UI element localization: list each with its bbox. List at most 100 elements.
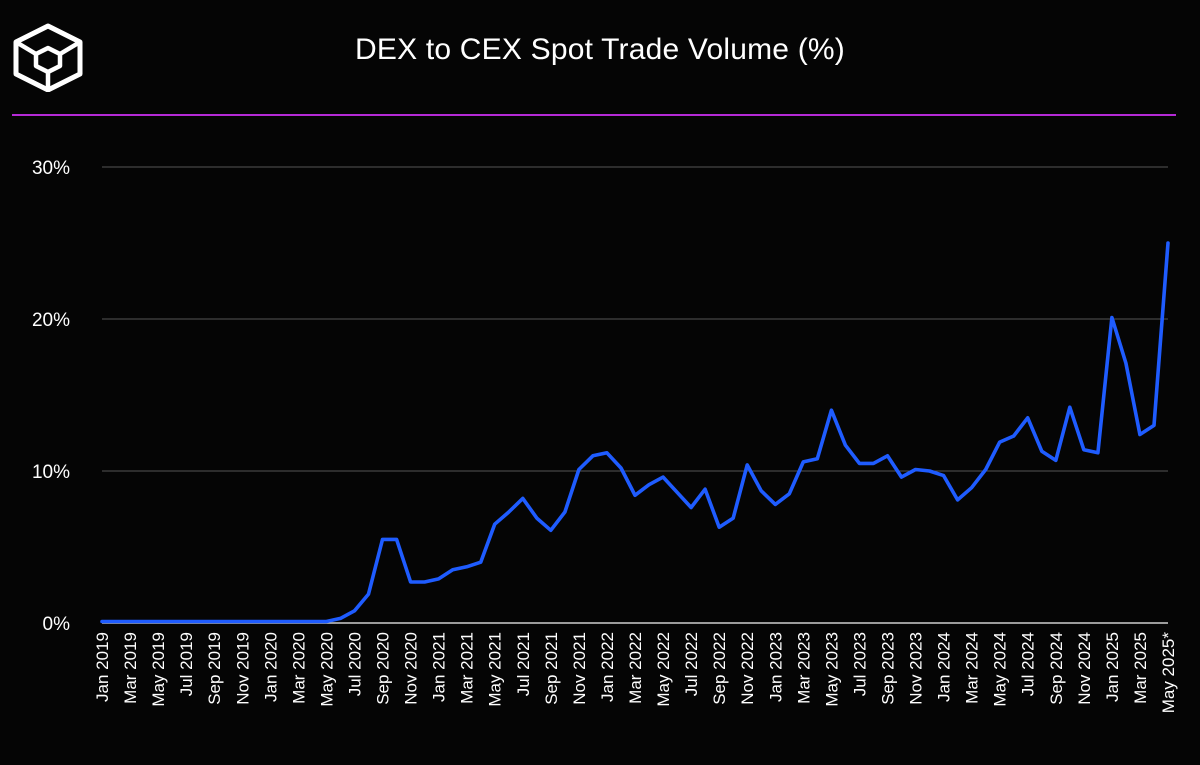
data-point	[591, 454, 595, 458]
data-point	[858, 462, 861, 465]
data-point	[928, 469, 931, 473]
accent-rule	[12, 114, 1176, 116]
y-tick-label: 20%	[32, 310, 70, 331]
data-point	[507, 510, 511, 514]
data-point	[535, 516, 539, 520]
data-point	[100, 620, 104, 623]
data-point	[619, 466, 623, 470]
data-point	[1124, 361, 1128, 365]
chart-title: DEX to CEX Spot Trade Volume (%)	[355, 33, 845, 66]
x-tick-label: Jan 2023	[766, 632, 785, 702]
x-axis-ticks: Jan 2019 Mar 2019 May 2019 Jul 2019 Sep 2019…	[93, 632, 1178, 714]
data-point	[675, 490, 679, 494]
x-tick-label: Jul 2019	[177, 632, 196, 696]
data-point	[549, 528, 553, 532]
data-point	[633, 493, 637, 497]
data-point	[689, 506, 693, 509]
x-tick-label: May 2019	[149, 632, 168, 707]
gridlines	[102, 166, 1168, 624]
data-point	[423, 580, 427, 584]
x-tick-label: Mar 2025	[1131, 632, 1150, 704]
data-point	[1054, 458, 1058, 462]
data-point	[759, 489, 763, 493]
data-point	[409, 580, 412, 584]
data-point	[787, 492, 791, 496]
data-point	[984, 468, 988, 471]
x-tick-label: Jul 2021	[514, 632, 533, 696]
data-point	[156, 620, 160, 623]
data-point	[843, 443, 847, 447]
x-tick-label: Jan 2019	[93, 632, 112, 702]
data-point	[142, 620, 146, 623]
data-point	[1068, 405, 1072, 409]
data-point	[914, 468, 917, 471]
data-point	[282, 620, 286, 623]
x-tick-label: Jul 2023	[850, 632, 869, 696]
x-tick-label: Jan 2025	[1103, 632, 1122, 702]
cube-logo-icon	[13, 23, 83, 92]
y-axis-ticks: 0% 10% 20% 30%	[32, 158, 70, 635]
x-tick-label: Mar 2021	[458, 632, 477, 704]
x-tick-label: Mar 2019	[121, 632, 140, 704]
x-tick-label: Mar 2020	[289, 632, 308, 704]
data-point	[479, 560, 483, 564]
x-tick-label: Sep 2020	[374, 632, 393, 705]
x-tick-label: Jan 2021	[430, 632, 449, 702]
data-point	[1012, 434, 1016, 438]
y-tick-label: 30%	[32, 158, 70, 179]
data-point	[956, 498, 960, 502]
x-tick-label: Jan 2020	[261, 632, 280, 702]
data-point	[521, 496, 525, 500]
series-layer	[100, 241, 1170, 624]
x-tick-label: Jan 2022	[598, 632, 617, 702]
x-tick-label: Mar 2022	[626, 632, 645, 704]
data-point	[1138, 433, 1142, 436]
x-tick-label: May 2023	[822, 632, 841, 707]
data-point	[577, 468, 581, 471]
x-tick-label: Mar 2024	[963, 632, 982, 704]
data-point	[226, 620, 230, 623]
data-point	[661, 475, 665, 479]
data-point	[605, 451, 609, 455]
data-point	[886, 454, 889, 458]
x-tick-label: Nov 2024	[1075, 632, 1094, 705]
data-point	[451, 568, 455, 572]
x-tick-label: May 2020	[317, 632, 336, 707]
data-point	[296, 620, 300, 623]
x-tick-label: Nov 2023	[907, 632, 926, 705]
data-point	[829, 408, 833, 412]
data-point	[170, 620, 174, 623]
data-point	[563, 510, 567, 514]
data-point	[353, 609, 356, 613]
data-point	[745, 463, 749, 467]
x-tick-label: Sep 2023	[878, 632, 897, 705]
data-point	[128, 620, 132, 623]
series-line	[100, 241, 1170, 624]
x-tick-label: May 2025*	[1159, 632, 1178, 714]
x-tick-label: Jul 2022	[682, 632, 701, 696]
data-point	[900, 475, 903, 479]
data-point	[717, 525, 721, 529]
data-point	[998, 440, 1002, 444]
data-point	[1152, 424, 1156, 427]
data-point	[1110, 316, 1114, 319]
data-point	[254, 620, 258, 623]
data-point	[801, 460, 805, 464]
data-point	[184, 620, 188, 623]
x-tick-label: Sep 2022	[710, 632, 729, 705]
data-point	[731, 516, 735, 520]
data-point	[268, 620, 272, 623]
y-tick-label: 0%	[43, 614, 71, 635]
y-tick-label: 10%	[32, 462, 70, 483]
data-point	[872, 462, 875, 465]
data-point	[465, 565, 469, 569]
x-tick-label: May 2024	[991, 632, 1010, 707]
data-point	[703, 487, 707, 491]
x-tick-label: Nov 2022	[738, 632, 757, 705]
x-tick-label: Sep 2021	[542, 632, 561, 705]
data-point	[325, 620, 328, 623]
x-tick-label: Sep 2019	[205, 632, 224, 705]
x-tick-label: May 2021	[486, 632, 505, 707]
x-tick-label: Nov 2020	[402, 632, 421, 705]
